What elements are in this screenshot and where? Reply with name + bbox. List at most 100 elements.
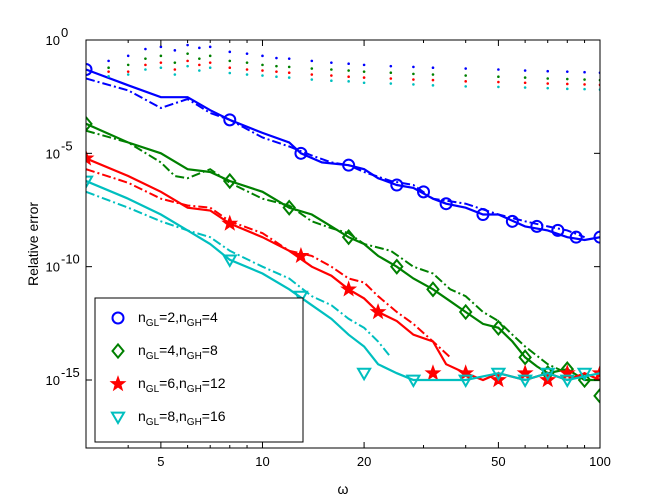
series-marker-diamond bbox=[341, 229, 356, 246]
series-dotted-point bbox=[186, 43, 189, 47]
series-dotted-point bbox=[431, 73, 435, 76]
series-dotted-point bbox=[186, 52, 189, 55]
series-marker-star bbox=[292, 246, 310, 264]
legend-entries: nGL=2,nGH=4 nGL=4,nGH=8 nGL=6,nGH=12 nGL=8,… bbox=[109, 309, 226, 428]
series-marker-circle bbox=[439, 197, 453, 211]
series-dotted-point bbox=[389, 64, 393, 68]
series-solid-line bbox=[86, 179, 600, 382]
y-tick-label: 10 bbox=[46, 33, 60, 48]
series-marker-circle bbox=[530, 219, 544, 233]
series-4 bbox=[86, 64, 600, 389]
series-dotted-point bbox=[144, 63, 147, 67]
series-dotted-point bbox=[275, 56, 278, 60]
series-2 bbox=[86, 52, 600, 405]
series-dotted-point bbox=[464, 85, 467, 88]
series-dotted-point bbox=[389, 77, 393, 80]
series-dotted-point bbox=[173, 68, 177, 71]
series-dotted-point bbox=[523, 69, 527, 72]
series-dotted-point bbox=[261, 69, 264, 72]
series-marker-circle bbox=[476, 208, 490, 222]
y-tick-exponent: -10 bbox=[61, 252, 80, 267]
series-dotted-point bbox=[159, 54, 163, 58]
series-dotted-point bbox=[464, 80, 467, 83]
series-dotted-point bbox=[198, 57, 201, 60]
series-dotted-point bbox=[546, 77, 550, 80]
series-dotted-point bbox=[362, 76, 366, 79]
series-marker-diamond bbox=[222, 172, 237, 190]
y-tick-label: 10 bbox=[46, 373, 60, 388]
series-marker-triangle bbox=[576, 367, 593, 382]
series-dotted-point bbox=[159, 66, 163, 69]
legend-label: nGL=4,nGH=8 bbox=[138, 342, 218, 362]
series-marker-triangle bbox=[221, 254, 238, 268]
series-marker-triangle bbox=[559, 374, 576, 389]
series-dotted-point bbox=[412, 65, 415, 69]
series-dotted-point bbox=[362, 63, 366, 67]
series-marker-triangle bbox=[490, 367, 507, 382]
series-dotted-point bbox=[310, 73, 314, 76]
series-dotted-point bbox=[228, 50, 232, 54]
series-dashdot-line bbox=[86, 190, 392, 358]
series-dashdot-line bbox=[86, 168, 451, 359]
series-dotted-point bbox=[347, 69, 350, 72]
series-marker-star bbox=[340, 280, 358, 297]
x-tick-label: 50 bbox=[491, 454, 505, 469]
series-marker-star bbox=[86, 149, 95, 166]
series-dotted-point bbox=[546, 82, 550, 85]
y-tick-exponent: -5 bbox=[61, 138, 73, 153]
series-dotted-point bbox=[287, 71, 291, 75]
series-dotted-point bbox=[159, 45, 163, 49]
series-dotted-point bbox=[245, 73, 249, 76]
series-dotted-point bbox=[497, 85, 500, 89]
series-dotted-point bbox=[523, 81, 527, 85]
series-dotted-point bbox=[126, 73, 130, 76]
series-marker-circle bbox=[569, 230, 583, 244]
plot-frame bbox=[85, 39, 601, 449]
series-marker-circle bbox=[390, 178, 404, 192]
series-marker-triangle bbox=[517, 374, 533, 389]
series-dotted-point bbox=[186, 64, 189, 68]
series-marker-star bbox=[591, 364, 600, 381]
legend-box bbox=[94, 297, 304, 443]
series-dotted-point bbox=[362, 81, 366, 85]
series-dotted-point bbox=[583, 87, 586, 91]
series-marker-circle bbox=[294, 146, 308, 160]
series-marker-diamond bbox=[111, 342, 125, 360]
legend: nGL=2,nGH=4 nGL=4,nGH=8 nGL=6,nGH=12 nGL=8,… bbox=[94, 297, 304, 443]
series-dotted-point bbox=[330, 68, 333, 71]
series-dotted-point bbox=[546, 69, 550, 73]
series-dotted-point bbox=[330, 74, 333, 77]
series-marker-diamond bbox=[389, 258, 404, 275]
series-dotted-point bbox=[173, 73, 177, 76]
series-solid-line bbox=[86, 68, 600, 242]
series-dotted-point bbox=[523, 76, 527, 79]
y-tick-label: 10 bbox=[46, 260, 60, 275]
series-dotted-point bbox=[310, 78, 314, 81]
series-dotted-point bbox=[565, 70, 569, 73]
series-dotted-point bbox=[464, 67, 467, 70]
series-marker-diamond bbox=[86, 115, 93, 133]
legend-entry-2: nGL=4,nGH=8 bbox=[111, 342, 218, 362]
series-solid-line bbox=[86, 122, 600, 382]
series-dotted-point bbox=[431, 78, 435, 82]
series-dotted-point bbox=[261, 63, 264, 67]
y-axis-label: Relative error bbox=[25, 202, 41, 286]
series-dotted-point bbox=[310, 59, 314, 63]
series-dotted-point bbox=[583, 70, 586, 74]
series-dotted-point bbox=[144, 47, 147, 51]
series-dotted-point bbox=[228, 59, 232, 63]
series-dotted-point bbox=[144, 68, 147, 71]
x-tick-label: 20 bbox=[357, 454, 371, 469]
legend-entry-3: nGL=6,nGH=12 bbox=[109, 375, 226, 395]
series-dotted-point bbox=[583, 78, 586, 81]
series-marker-circle bbox=[111, 311, 125, 325]
series-marker-star bbox=[369, 303, 387, 320]
series-marker-triangle bbox=[539, 367, 556, 382]
x-axis-label: ω bbox=[338, 481, 349, 497]
series-dotted-point bbox=[287, 76, 291, 79]
legend-label: nGL=2,nGH=4 bbox=[138, 309, 218, 329]
series-dotted-point bbox=[208, 54, 212, 58]
series-dotted-point bbox=[261, 74, 264, 77]
series-dotted-point bbox=[198, 63, 201, 67]
